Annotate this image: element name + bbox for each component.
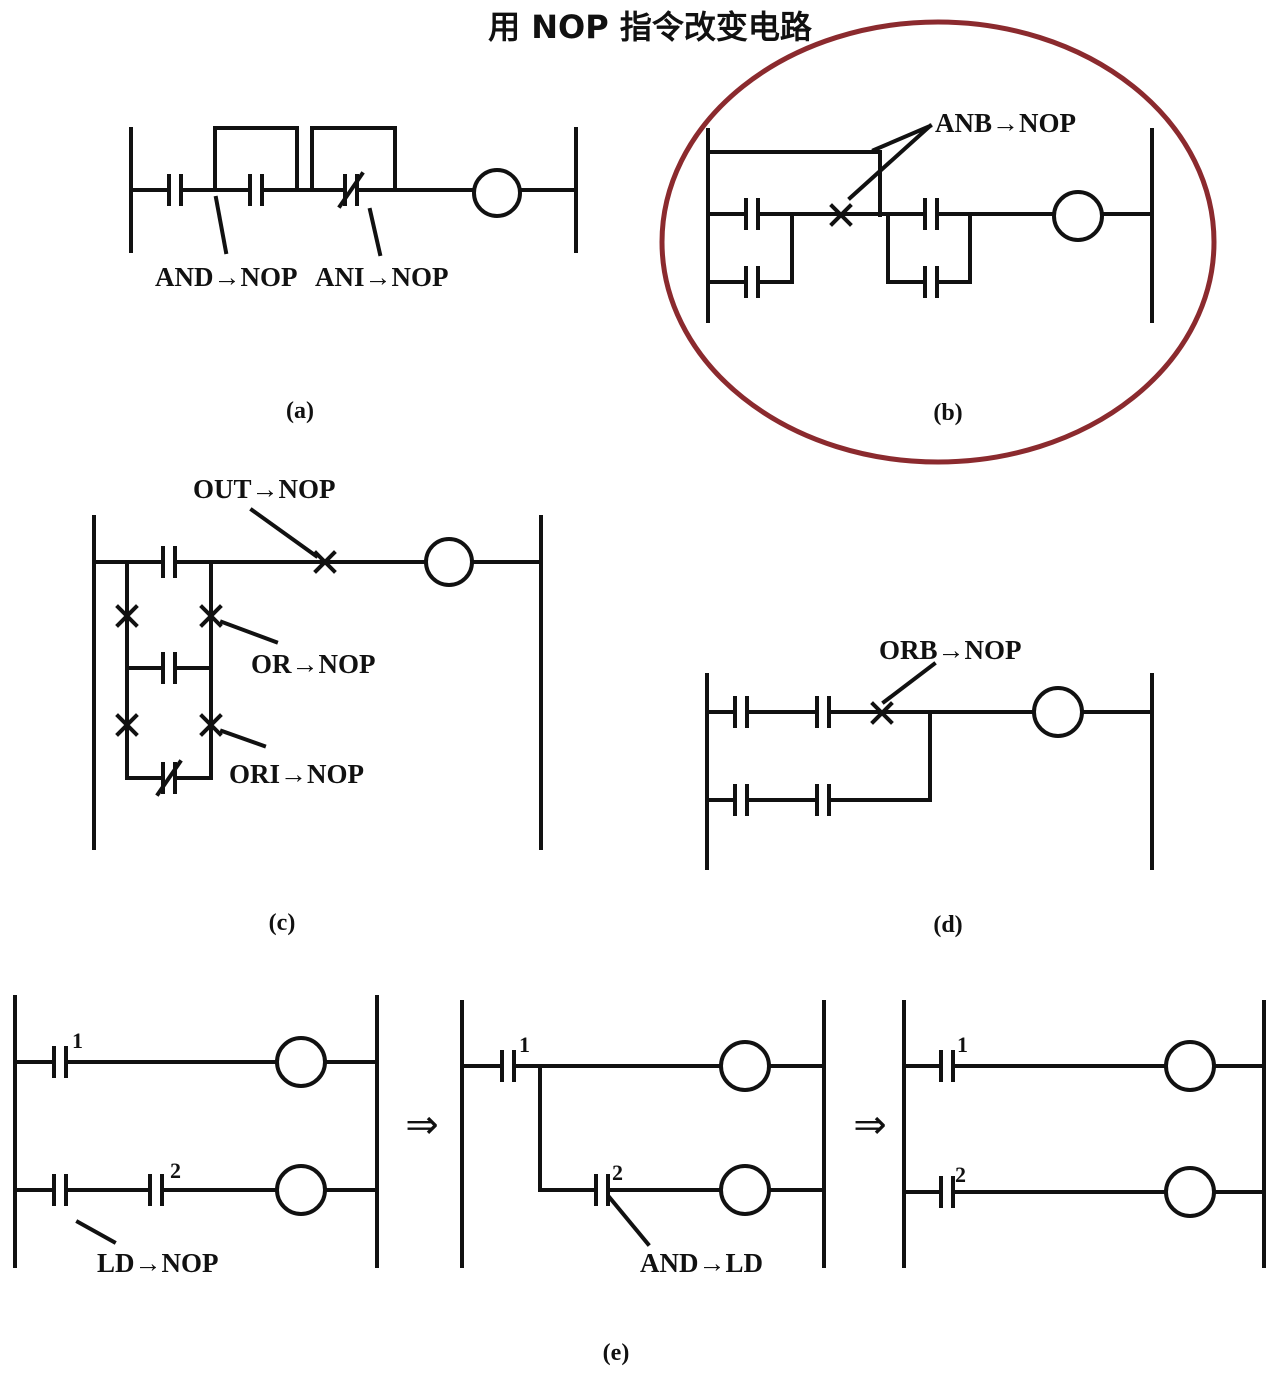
coil (275, 1036, 327, 1088)
nop-cross (870, 701, 894, 725)
contact-nc (337, 171, 365, 209)
rung (129, 126, 578, 192)
transform-arrow: ⇒ (405, 1102, 439, 1148)
label-anb-nop: ANB→NOP (935, 108, 1076, 138)
coil (1052, 190, 1104, 242)
label-ani-nop: ANI→NOP (315, 262, 449, 292)
leader-line (219, 619, 279, 645)
nop-cross (199, 604, 223, 628)
coil (275, 1164, 327, 1216)
contact-no-1 (733, 696, 749, 728)
caption-a: (a) (286, 398, 314, 424)
label-out-nop: OUT→NOP (193, 474, 336, 504)
contact-no-1 (939, 1050, 955, 1082)
label-ld-nop: LD→NOP (97, 1248, 219, 1278)
label-and-ld: AND→LD (640, 1248, 763, 1278)
contact-no-2 (594, 1174, 610, 1206)
leader-line (219, 728, 267, 749)
leader-line (847, 123, 933, 201)
contact-no-1 (161, 546, 177, 578)
panel-b: ANB→NOP (b) (659, 19, 1217, 465)
contact-no-2 (52, 1174, 68, 1206)
figure-title: 用 NOP 指令改变电路 (488, 8, 813, 46)
leader-line (881, 661, 937, 705)
contact-no-1 (744, 198, 760, 230)
rung (92, 560, 543, 780)
caption-b: (b) (933, 400, 962, 426)
contact-number-2: 2 (612, 1160, 623, 1185)
label-ori-nop: ORI→NOP (229, 759, 364, 789)
contact-no-2 (248, 174, 264, 206)
contact-number-2: 2 (170, 1158, 181, 1183)
panel-a: AND→NOP ANI→NOP (a) (129, 126, 578, 424)
contact-no-3 (733, 784, 749, 816)
contact-no-1 (167, 174, 183, 206)
contact-number-2: 2 (955, 1162, 966, 1187)
contact-no-4 (815, 784, 831, 816)
label-orb-nop: ORB→NOP (879, 635, 1022, 665)
nop-cross (313, 550, 337, 574)
contact-no-2 (939, 1176, 955, 1208)
highlight-ellipse (659, 19, 1217, 465)
contact-no-3 (148, 1174, 164, 1206)
contact-number-1: 1 (72, 1028, 83, 1053)
rung (705, 710, 1154, 802)
coil (1032, 686, 1084, 738)
coil (472, 168, 522, 218)
contact-nc (155, 759, 183, 797)
contact-number-1: 1 (957, 1032, 968, 1057)
contact-no-2 (161, 652, 177, 684)
contact-number-1: 1 (519, 1032, 530, 1057)
leader-line (213, 195, 229, 255)
panel-e: 1 2 LD→NOP ⇒ 1 2 AND→LD ⇒ (13, 995, 1266, 1366)
label-or-nop: OR→NOP (251, 649, 376, 679)
contact-no-2 (815, 696, 831, 728)
caption-c: (c) (269, 910, 296, 936)
panel-d: ORB→NOP (d) (705, 635, 1154, 938)
leader-line (367, 207, 383, 257)
nop-cross (115, 713, 139, 737)
ladder-step-3: 1 2 (902, 1000, 1266, 1268)
nop-cross (115, 604, 139, 628)
nop-cross (829, 203, 853, 227)
caption-d: (d) (933, 912, 962, 938)
contact-no-4 (923, 266, 939, 298)
coil (1164, 1040, 1216, 1092)
contact-no-2 (744, 266, 760, 298)
coil (719, 1040, 771, 1092)
rung (706, 150, 1154, 284)
leader-line (607, 1195, 651, 1247)
leader-line (75, 1219, 117, 1245)
contact-no-1 (500, 1050, 516, 1082)
ladder-step-2: 1 2 AND→LD (460, 1000, 826, 1278)
nop-cross (199, 713, 223, 737)
leader-line (249, 507, 319, 559)
contact-no-1 (52, 1046, 68, 1078)
panel-c: OUT→NOP OR→NOP ORI→NOP (c) (92, 474, 543, 936)
coil (719, 1164, 771, 1216)
coil (424, 537, 474, 587)
transform-arrow: ⇒ (853, 1102, 887, 1148)
ladder-step-1: 1 2 LD→NOP (13, 995, 379, 1278)
label-and-nop: AND→NOP (155, 262, 298, 292)
coil (1164, 1166, 1216, 1218)
caption-e: (e) (603, 1340, 630, 1366)
contact-no-3 (923, 198, 939, 230)
